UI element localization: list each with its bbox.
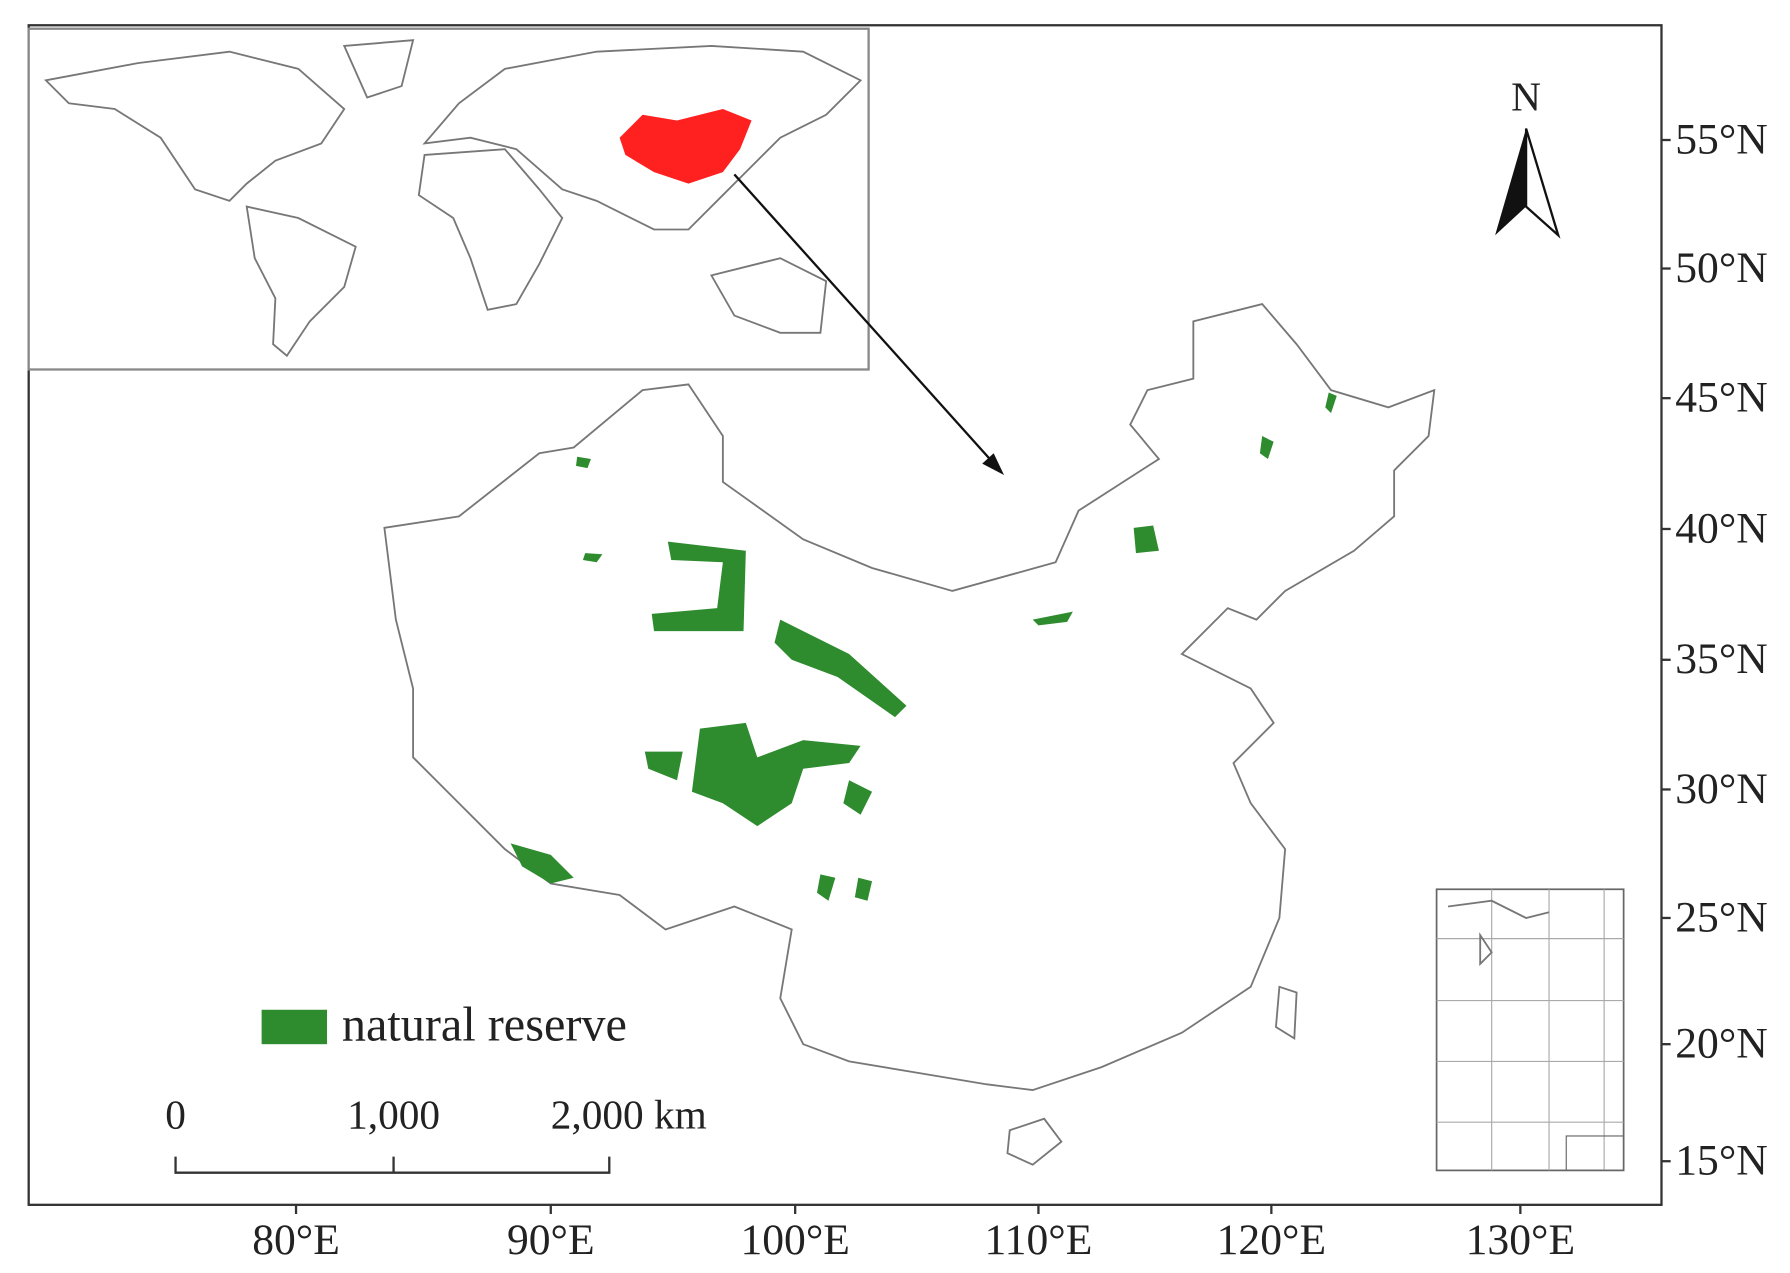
reserve-patch (1133, 525, 1159, 554)
reserve-patch (576, 456, 591, 469)
scale-label: 2,000 km (551, 1091, 707, 1137)
scale-labels: 0 1,000 2,000 km (165, 1091, 707, 1137)
eurasia (422, 44, 863, 231)
hainan (1006, 1117, 1063, 1166)
reserve-patch (582, 553, 603, 563)
map-frame (27, 24, 1663, 1206)
latitude-label: 45°N (1675, 374, 1768, 422)
scale-label: 1,000 (347, 1091, 440, 1137)
north-label: N (1511, 73, 1541, 119)
reserves (510, 392, 1337, 901)
north-arrow-left (1495, 128, 1527, 236)
reserve-patch (1259, 436, 1274, 459)
legend-label: natural reserve (342, 998, 627, 1051)
longitude-label: 100°E (740, 1216, 849, 1264)
latitude-label: 30°N (1675, 765, 1768, 813)
north-america (44, 50, 346, 202)
scale-label: 0 (165, 1091, 186, 1137)
reserve-patch (691, 722, 861, 827)
longitude-label: 90°E (507, 1216, 595, 1264)
scs-frame (1435, 888, 1625, 1172)
longitude-label: 110°E (985, 1216, 1093, 1264)
inset-frame (27, 27, 870, 371)
taiwan (1274, 985, 1298, 1041)
legend-swatch (261, 1009, 328, 1045)
reserve-patch (1032, 611, 1073, 626)
reserve-patch (816, 874, 836, 901)
scs-coast (1447, 899, 1550, 967)
china-outline (383, 303, 1436, 1092)
world-inset (27, 27, 870, 371)
south-america (245, 205, 357, 358)
reserve-patch (651, 541, 746, 632)
scs-sub-frame (1565, 1135, 1625, 1171)
scale-bar (174, 1156, 611, 1174)
reserve-patch (774, 619, 907, 718)
locator-arrow (733, 173, 997, 467)
locator-arrowhead (982, 453, 1005, 476)
australia (710, 257, 828, 334)
north-arrow: N (1495, 73, 1561, 239)
greenland (342, 39, 415, 99)
longitude-label: 120°E (1217, 1216, 1326, 1264)
latitude-label: 15°N (1675, 1137, 1768, 1185)
africa (417, 148, 564, 311)
latitude-label: 35°N (1675, 635, 1768, 683)
latitude-label: 55°N (1675, 115, 1768, 163)
reserve-patch (510, 843, 574, 884)
graticule-labels: 80°E 90°E 100°E 110°E 120°E 130°E 55°N 50°N 45°N… (252, 115, 1768, 1263)
longitude-label: 130°E (1466, 1216, 1575, 1264)
reserve-patch (1325, 392, 1337, 414)
reserve-patch (854, 877, 873, 901)
scs-grid (1436, 889, 1624, 1171)
reserve-patch (644, 751, 683, 781)
south-china-sea-inset (1435, 888, 1625, 1172)
reserve-patch (843, 780, 873, 815)
latitude-label: 50°N (1675, 244, 1768, 292)
china-highlight (619, 109, 752, 184)
latitude-label: 40°N (1675, 504, 1768, 552)
latitude-label: 20°N (1675, 1020, 1768, 1068)
north-arrow-right (1524, 128, 1561, 239)
longitude-label: 80°E (252, 1216, 340, 1264)
latitude-label: 25°N (1675, 893, 1768, 941)
